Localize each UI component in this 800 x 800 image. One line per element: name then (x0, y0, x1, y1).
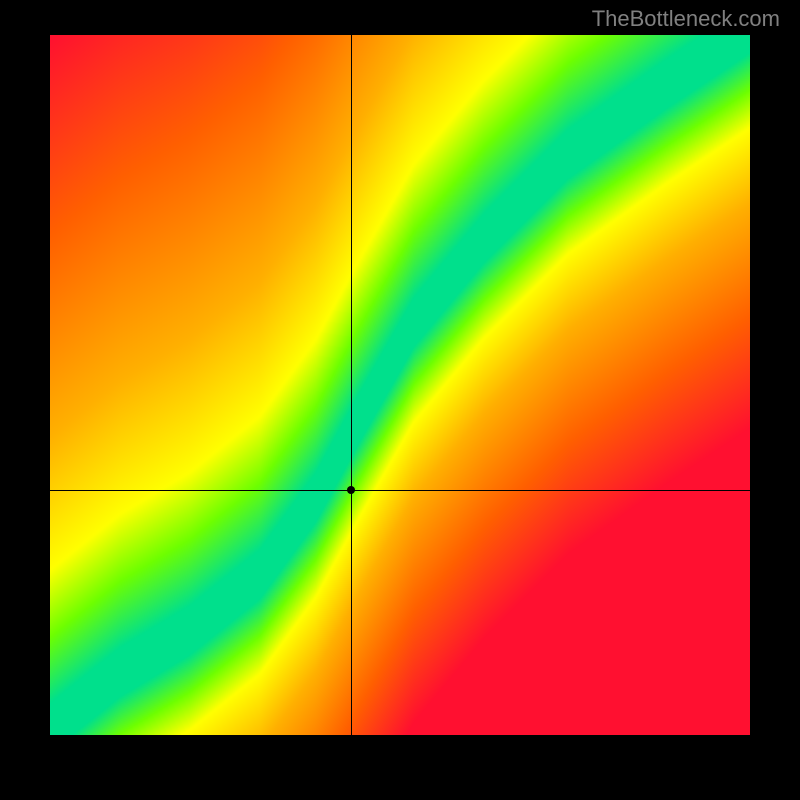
crosshair-marker-dot (347, 486, 355, 494)
heatmap-plot (50, 35, 750, 735)
crosshair-vertical (351, 35, 352, 735)
crosshair-horizontal (50, 490, 750, 491)
watermark-text: TheBottleneck.com (592, 6, 780, 32)
heatmap-canvas (50, 35, 750, 735)
